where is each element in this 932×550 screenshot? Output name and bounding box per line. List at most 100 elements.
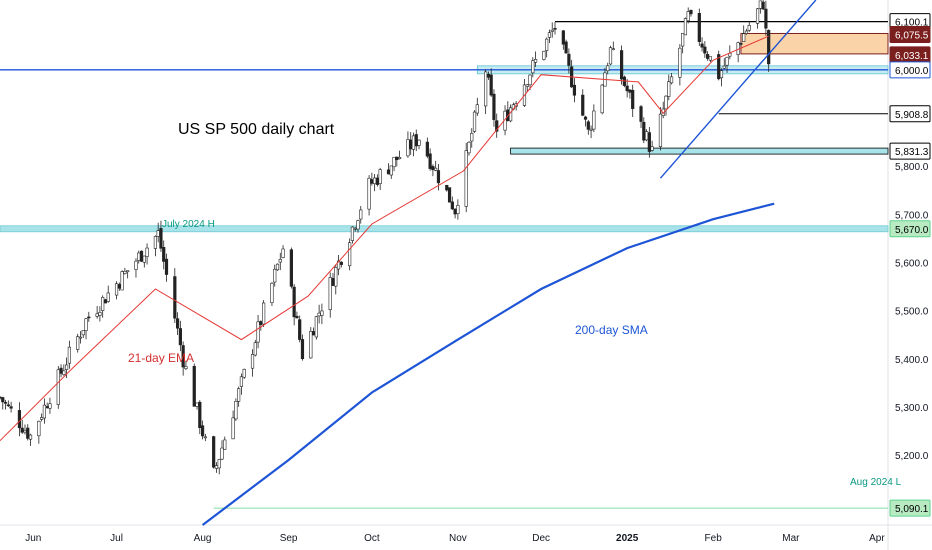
candle-body [434,167,438,171]
candle-body [250,354,255,369]
candle-body [436,170,441,184]
candle-body [747,25,751,31]
candle-body [278,259,282,263]
candle-body [484,71,488,107]
candle-body [414,134,418,147]
y-tick-label: 5,600.0 [895,259,929,270]
july-high-label: July 2024 H [162,219,215,230]
candle-body [664,95,668,110]
x-tick-label: Jun [25,533,41,544]
candle-body [758,0,762,9]
ema-label: 21-day EMA [128,351,194,365]
candle-body [619,50,624,80]
candle-body [145,247,149,257]
candle-body [262,302,266,325]
candle-body [98,312,102,316]
candle-body [9,406,13,409]
candle-body [608,47,613,65]
candle-body [739,43,743,45]
x-tick-label: Aug [194,533,212,544]
candle-body [495,120,499,132]
price-badge-bg [889,25,931,43]
candle-body [23,430,27,433]
candle-body [561,30,565,45]
candle-body [220,447,224,460]
price-badge-label: 5,831.3 [895,147,929,158]
candle-body [273,268,277,283]
candle-body [542,50,546,60]
aug-low-label: Aug 2024 L [850,477,902,488]
candle-body [142,255,146,263]
candle-body [631,89,635,109]
x-tick-label: Jul [110,533,123,544]
candle-body [373,177,377,185]
candle-body [642,121,646,141]
candle-body [703,46,707,54]
candle-body [28,434,33,440]
candle-body [339,261,343,265]
candle-body [375,177,380,185]
candle-body [409,139,413,150]
candle-body [184,366,188,370]
x-tick-label: Oct [364,533,380,544]
candle-body [489,74,493,96]
candle-body [742,33,746,42]
candle-body [331,278,335,286]
candle-body [611,48,615,50]
candle-body [378,169,382,184]
candle-body [281,248,285,258]
candle-body [239,376,244,387]
candle-body [198,401,202,428]
candle-body [719,70,724,79]
candle-body [445,184,449,191]
candle-body [545,38,549,51]
candle-body [658,113,663,148]
x-tick-label: 2025 [616,533,639,544]
candle-body [583,116,588,120]
candle-body [178,328,182,346]
candle-body [156,230,160,237]
price-badge-bg [889,105,931,123]
y-tick-label: 5,500.0 [895,307,929,318]
candle-body [0,396,2,399]
candle-body [45,406,49,409]
candle-body [275,263,280,271]
candle-body [87,316,91,319]
candle-body [472,111,477,132]
y-tick-label: 5,300.0 [895,403,929,414]
candle-body [425,141,429,157]
candle-body [67,346,71,364]
candle-body [650,146,654,151]
candle-body [708,56,712,61]
candle-body [431,166,435,171]
candle-body [353,227,357,230]
candle-body [84,318,88,331]
price-badge-bg [889,499,931,517]
x-tick-label: Sep [280,533,298,544]
candle-body [606,65,610,72]
candle-body [475,104,479,114]
candle-body [397,157,402,160]
candle-body [492,93,496,120]
ema21-line [0,35,769,442]
candle-body [123,271,127,274]
candle-body [486,73,491,78]
candle-body [744,30,749,34]
candle-body [6,404,10,407]
candle-body [370,179,374,184]
candle-body [270,282,274,303]
candle-body [348,242,352,267]
candle-body [667,81,671,97]
x-tick-label: Nov [449,533,467,544]
candle-body [359,209,363,220]
candle-body [447,187,452,203]
trendline [659,0,817,179]
x-tick-label: Dec [532,533,550,544]
candle-body [625,85,629,92]
candle-body [65,364,69,370]
candle-body [467,141,471,154]
candle-body [259,321,263,325]
candle-body [164,258,169,275]
candle-body [237,388,241,402]
